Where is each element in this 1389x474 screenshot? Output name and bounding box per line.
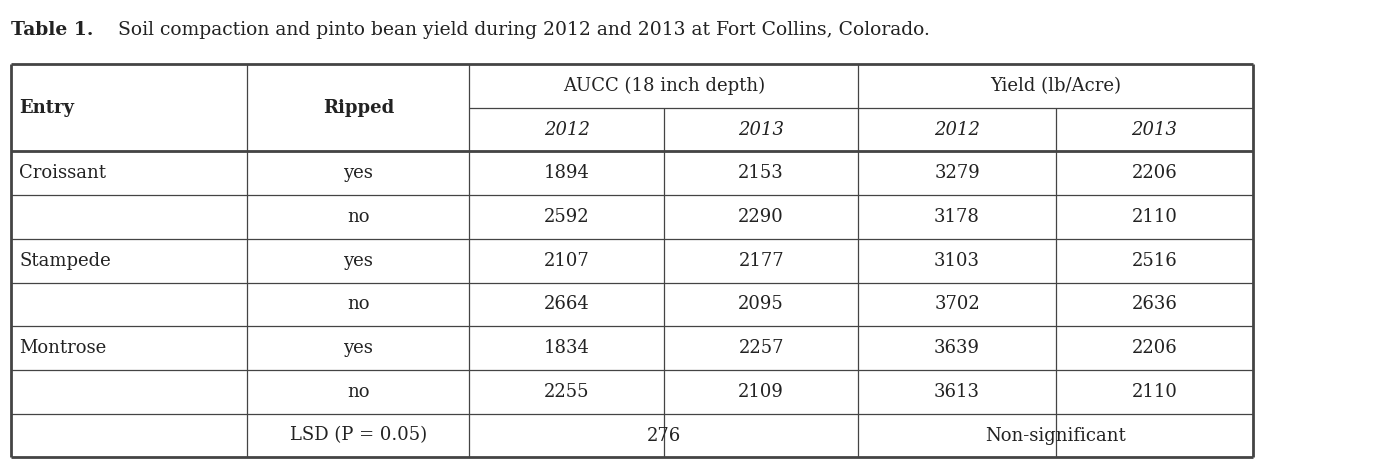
Text: 2095: 2095: [739, 295, 783, 313]
Text: Non-significant: Non-significant: [985, 427, 1126, 445]
Text: 2592: 2592: [544, 208, 589, 226]
Text: 2110: 2110: [1131, 383, 1178, 401]
Text: 2516: 2516: [1132, 252, 1176, 270]
Text: 2109: 2109: [738, 383, 785, 401]
Text: 3178: 3178: [933, 208, 981, 226]
Text: 276: 276: [647, 427, 681, 445]
Text: no: no: [347, 383, 369, 401]
Text: 2107: 2107: [544, 252, 589, 270]
Text: 2290: 2290: [739, 208, 783, 226]
Text: Soil compaction and pinto bean yield during 2012 and 2013 at Fort Collins, Color: Soil compaction and pinto bean yield dur…: [106, 21, 929, 39]
Text: 2012: 2012: [543, 120, 590, 138]
Text: Ripped: Ripped: [322, 99, 394, 117]
Text: 2177: 2177: [739, 252, 783, 270]
Text: Yield (lb/Acre): Yield (lb/Acre): [990, 77, 1121, 95]
Text: 2664: 2664: [544, 295, 589, 313]
Text: 3279: 3279: [935, 164, 979, 182]
Text: yes: yes: [343, 164, 374, 182]
Text: 3639: 3639: [933, 339, 981, 357]
Text: 3103: 3103: [933, 252, 981, 270]
Text: 2153: 2153: [739, 164, 783, 182]
Text: 2255: 2255: [544, 383, 589, 401]
Text: Croissant: Croissant: [19, 164, 107, 182]
Text: AUCC (18 inch depth): AUCC (18 inch depth): [563, 77, 765, 95]
Text: yes: yes: [343, 252, 374, 270]
Text: 2636: 2636: [1131, 295, 1178, 313]
Text: 2110: 2110: [1131, 208, 1178, 226]
Text: Entry: Entry: [19, 99, 75, 117]
Text: 2012: 2012: [933, 120, 981, 138]
Text: Montrose: Montrose: [19, 339, 107, 357]
Text: 2206: 2206: [1132, 339, 1176, 357]
Text: Table 1.: Table 1.: [11, 21, 93, 39]
Text: 3702: 3702: [935, 295, 979, 313]
Text: 3613: 3613: [933, 383, 981, 401]
Text: LSD (P = 0.05): LSD (P = 0.05): [290, 427, 426, 445]
Text: 2257: 2257: [739, 339, 783, 357]
Text: no: no: [347, 295, 369, 313]
Text: yes: yes: [343, 339, 374, 357]
Text: no: no: [347, 208, 369, 226]
Text: 2013: 2013: [738, 120, 785, 138]
Text: 2013: 2013: [1131, 120, 1178, 138]
Text: 2206: 2206: [1132, 164, 1176, 182]
Text: 1834: 1834: [543, 339, 590, 357]
Text: Stampede: Stampede: [19, 252, 111, 270]
Text: 1894: 1894: [543, 164, 590, 182]
